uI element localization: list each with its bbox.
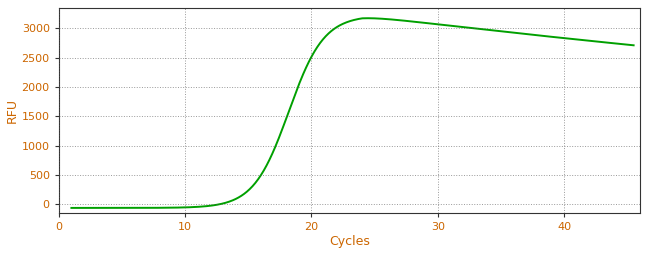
X-axis label: Cycles: Cycles: [329, 235, 370, 248]
Y-axis label: RFU: RFU: [6, 98, 19, 123]
